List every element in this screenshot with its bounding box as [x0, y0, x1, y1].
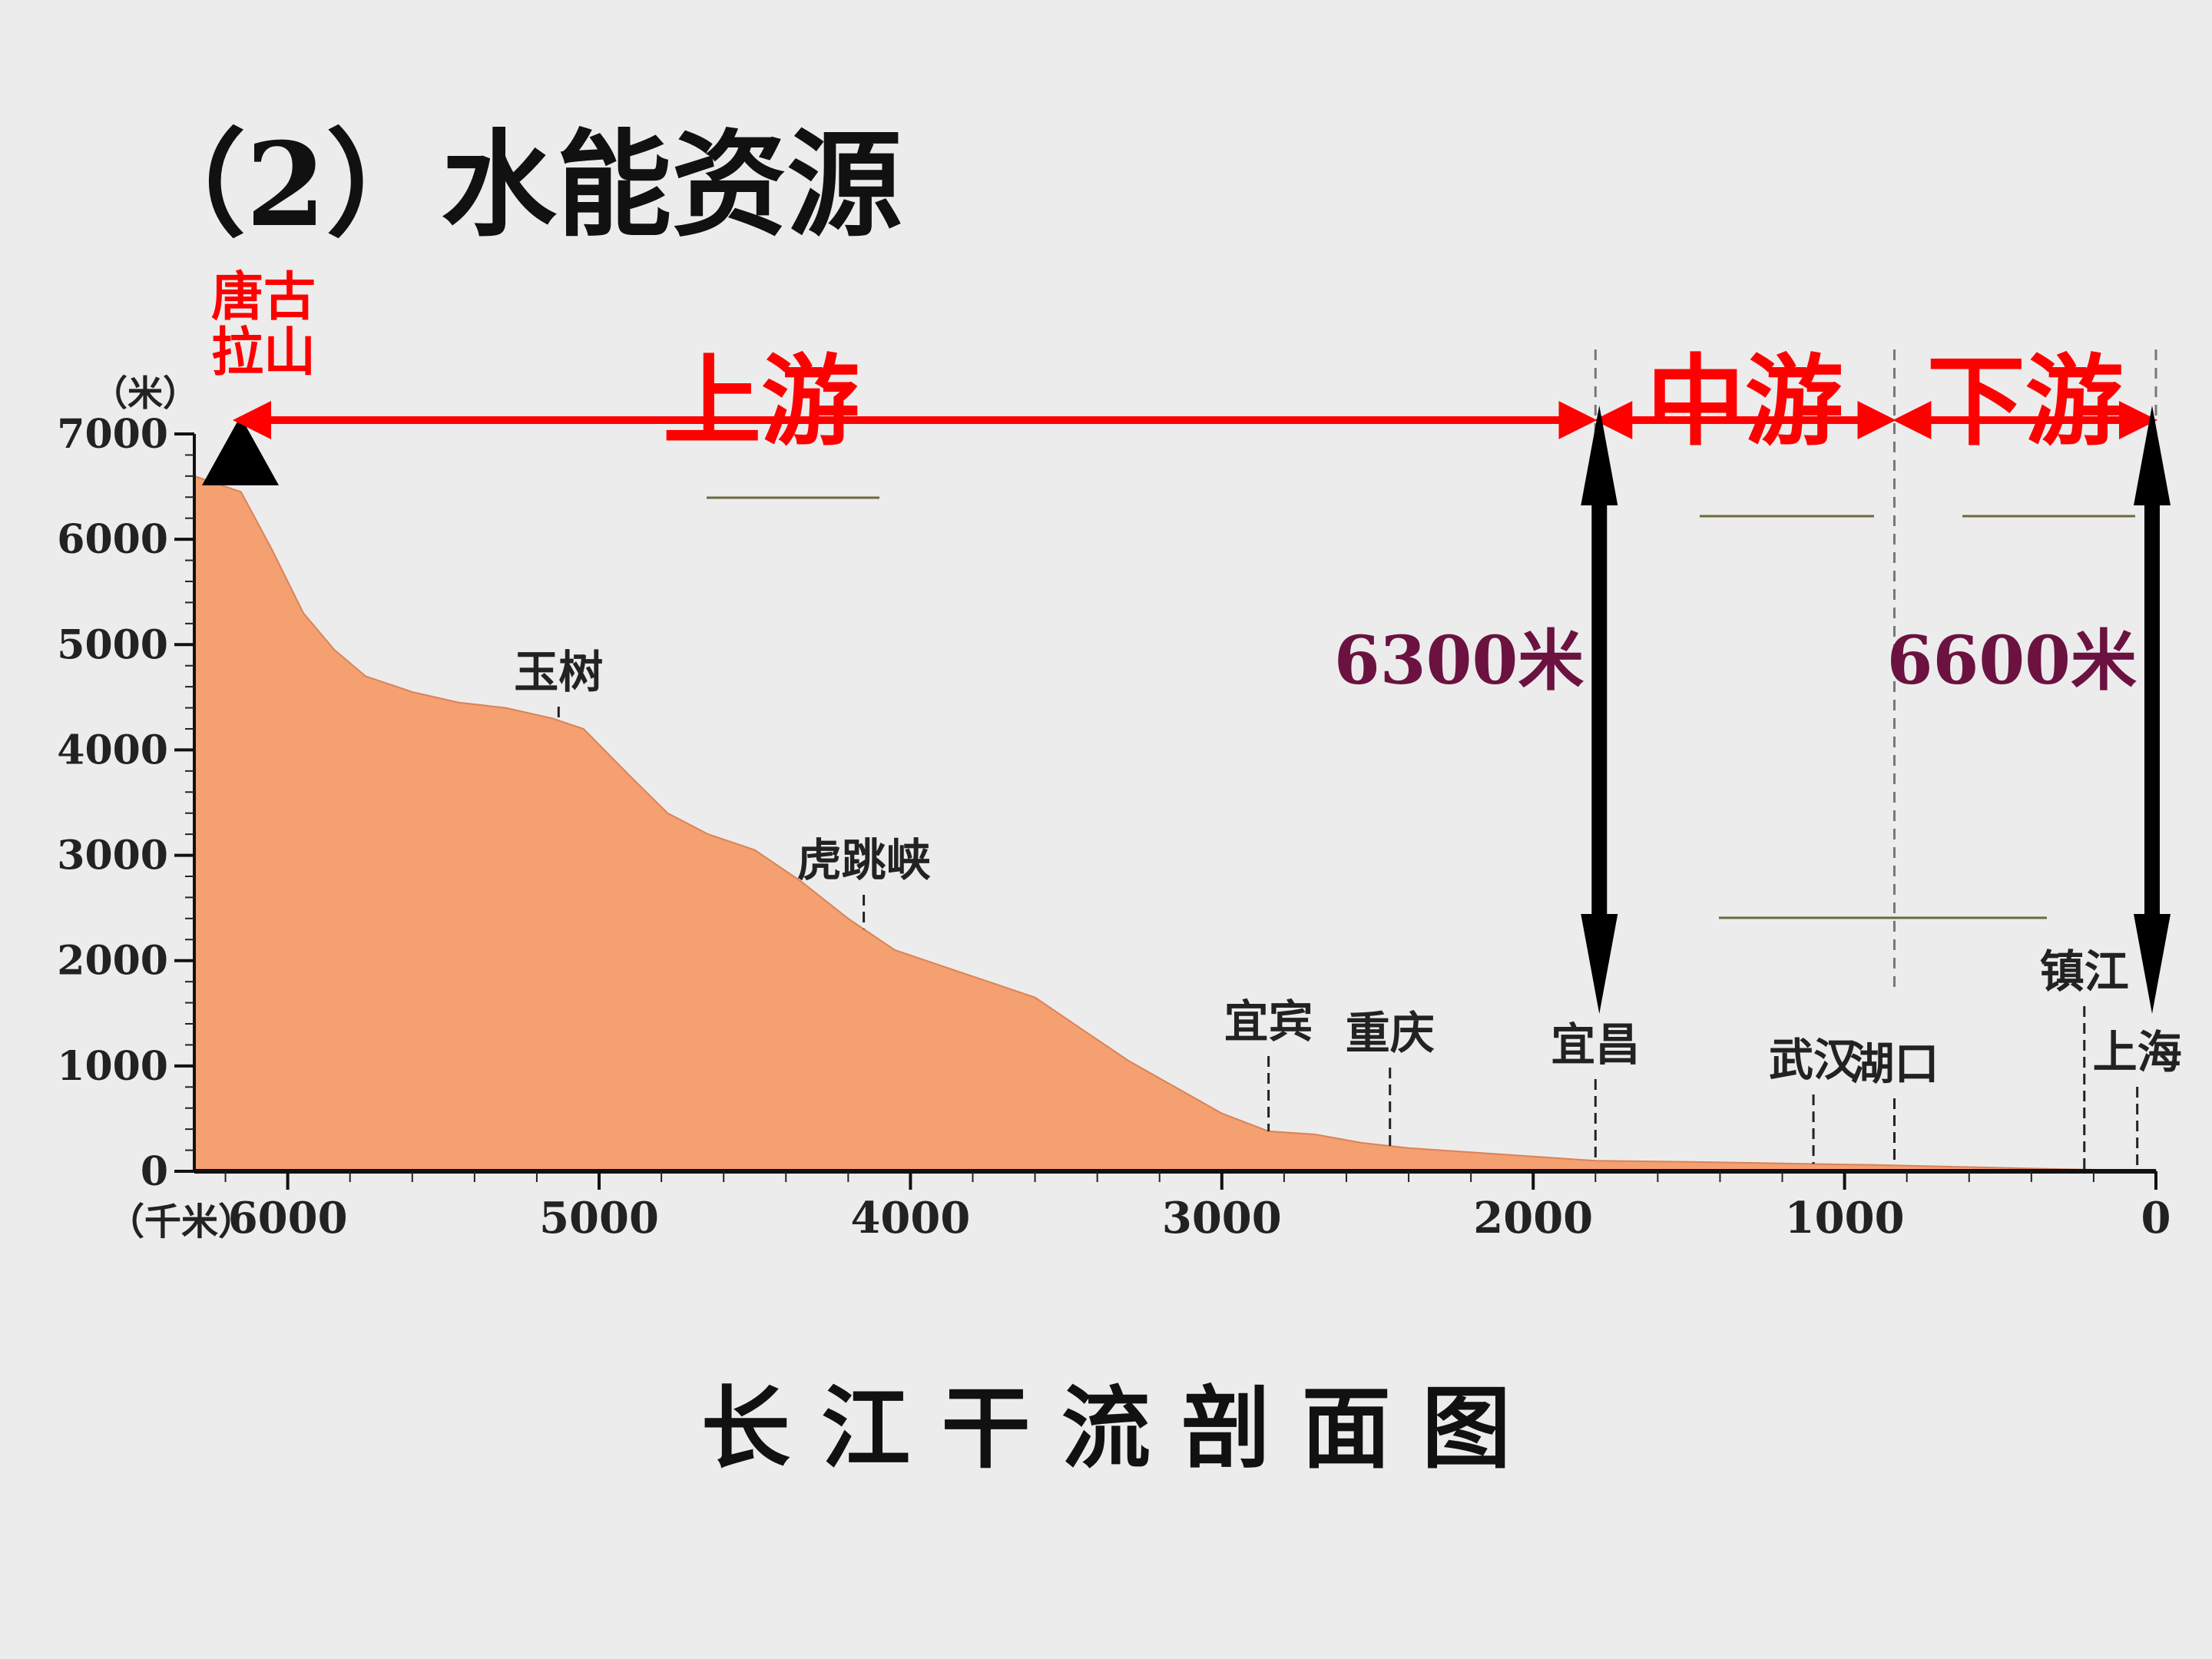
x-tick-label: 2000: [1473, 1193, 1593, 1243]
x-tick-label: 6000: [228, 1193, 348, 1243]
y-tick-label: 2000: [57, 938, 168, 985]
source-triangle-icon: [202, 416, 279, 485]
place-label: 宜昌: [1551, 1018, 1640, 1071]
section-label: 下游: [1927, 344, 2124, 459]
x-tick-label: 5000: [539, 1193, 659, 1243]
place-label: 湖口: [1849, 1038, 1939, 1090]
source-label: 唐古拉山: [211, 267, 316, 383]
x-tick-label: 3000: [1162, 1193, 1282, 1243]
place-label: 武汉: [1769, 1034, 1859, 1086]
drop-label: 6300米: [1334, 622, 1584, 700]
slide-title: （2）水能资源: [131, 118, 902, 253]
place-label: 镇江: [2040, 945, 2129, 998]
y-tick-label: 3000: [57, 833, 168, 879]
x-tick-label: 1000: [1785, 1193, 1905, 1243]
x-axis-label: （千米）: [108, 1200, 255, 1243]
x-tick-label: 0: [2141, 1193, 2171, 1243]
drop-label: 6600米: [1887, 622, 2137, 700]
y-tick-label: 7000: [57, 411, 168, 458]
drop-arrow-head-up: [2134, 406, 2171, 505]
y-tick-label: 6000: [57, 516, 168, 563]
y-tick-label: 4000: [57, 727, 168, 773]
chart-title: 长 江 干 流 剖 面 图: [701, 1376, 1511, 1481]
y-tick-label: 5000: [57, 621, 168, 668]
y-axis-label: （米）: [92, 373, 198, 414]
drop-arrow-head-down: [1581, 914, 1618, 1014]
place-label: 重庆: [1346, 1007, 1435, 1059]
section-label: 中游: [1647, 344, 1843, 459]
y-tick-label: 1000: [57, 1043, 168, 1090]
x-tick-label: 4000: [850, 1193, 970, 1243]
elevation-profile-area: [194, 475, 2157, 1172]
place-label: 玉树: [514, 646, 603, 698]
place-label: 宜宾: [1224, 995, 1313, 1048]
y-tick-label: 0: [141, 1148, 168, 1195]
drop-arrow-head-up: [1581, 406, 1618, 505]
drop-arrow-head-down: [2134, 914, 2171, 1014]
section-label: 上游: [663, 344, 859, 459]
section-label-bg: [1652, 343, 1837, 412]
section-label-bg: [1932, 343, 2118, 412]
place-label: 虎跳峡: [797, 834, 931, 886]
place-label: 上海: [2093, 1026, 2182, 1078]
section-label-bg: [673, 343, 850, 412]
